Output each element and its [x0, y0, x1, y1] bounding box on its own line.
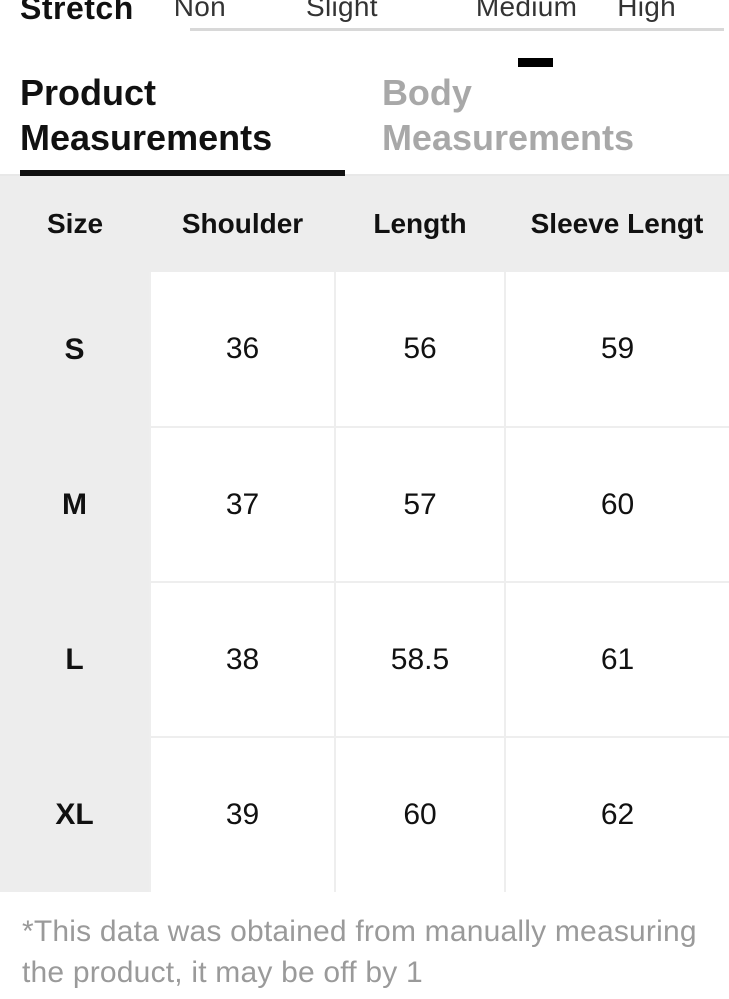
cell-length: 56: [335, 272, 505, 427]
cell-sleeve: 61: [505, 582, 729, 737]
cell-length: 57: [335, 427, 505, 582]
col-size: Size: [0, 176, 150, 272]
cell-sleeve: 59: [505, 272, 729, 427]
tab-body-measurements[interactable]: Body Measurements: [382, 66, 649, 174]
cell-shoulder: 38: [150, 582, 335, 737]
stretch-label: Stretch: [20, 0, 134, 18]
size-table: Size Shoulder Length Sleeve Lengt S 36 5…: [0, 176, 729, 892]
stretch-option-medium[interactable]: Medium: [466, 0, 587, 38]
stretch-row: Stretch Non Slight Medium High: [0, 0, 729, 38]
table-header-row: Size Shoulder Length Sleeve Lengt: [0, 176, 729, 272]
footnote-text: *This data was obtained from manually me…: [0, 892, 729, 993]
tabs-row: Product Measurements Body Measurements: [0, 66, 729, 176]
table-row: L 38 58.5 61: [0, 582, 729, 737]
stretch-option-slight[interactable]: Slight: [296, 0, 388, 38]
table-row: S 36 56 59: [0, 272, 729, 427]
cell-sleeve: 60: [505, 427, 729, 582]
cell-sleeve: 62: [505, 737, 729, 892]
cell-shoulder: 37: [150, 427, 335, 582]
table-row: XL 39 60 62: [0, 737, 729, 892]
tab-product-measurements[interactable]: Product Measurements: [20, 66, 322, 174]
stretch-scale-line: [190, 28, 724, 31]
cell-length: 60: [335, 737, 505, 892]
cell-size: XL: [0, 737, 150, 892]
table-row: M 37 57 60: [0, 427, 729, 582]
stretch-option-high[interactable]: High: [607, 0, 686, 38]
cell-shoulder: 39: [150, 737, 335, 892]
cell-size: S: [0, 272, 150, 427]
tab-underline: [20, 170, 345, 176]
cell-size: L: [0, 582, 150, 737]
col-sleeve-length: Sleeve Lengt: [505, 176, 729, 272]
cell-size: M: [0, 427, 150, 582]
size-table-wrap: Size Shoulder Length Sleeve Lengt S 36 5…: [0, 176, 729, 892]
col-shoulder: Shoulder: [150, 176, 335, 272]
cell-shoulder: 36: [150, 272, 335, 427]
stretch-options: Non Slight Medium High: [159, 0, 714, 38]
col-length: Length: [335, 176, 505, 272]
stretch-option-non[interactable]: Non: [164, 0, 236, 38]
cell-length: 58.5: [335, 582, 505, 737]
